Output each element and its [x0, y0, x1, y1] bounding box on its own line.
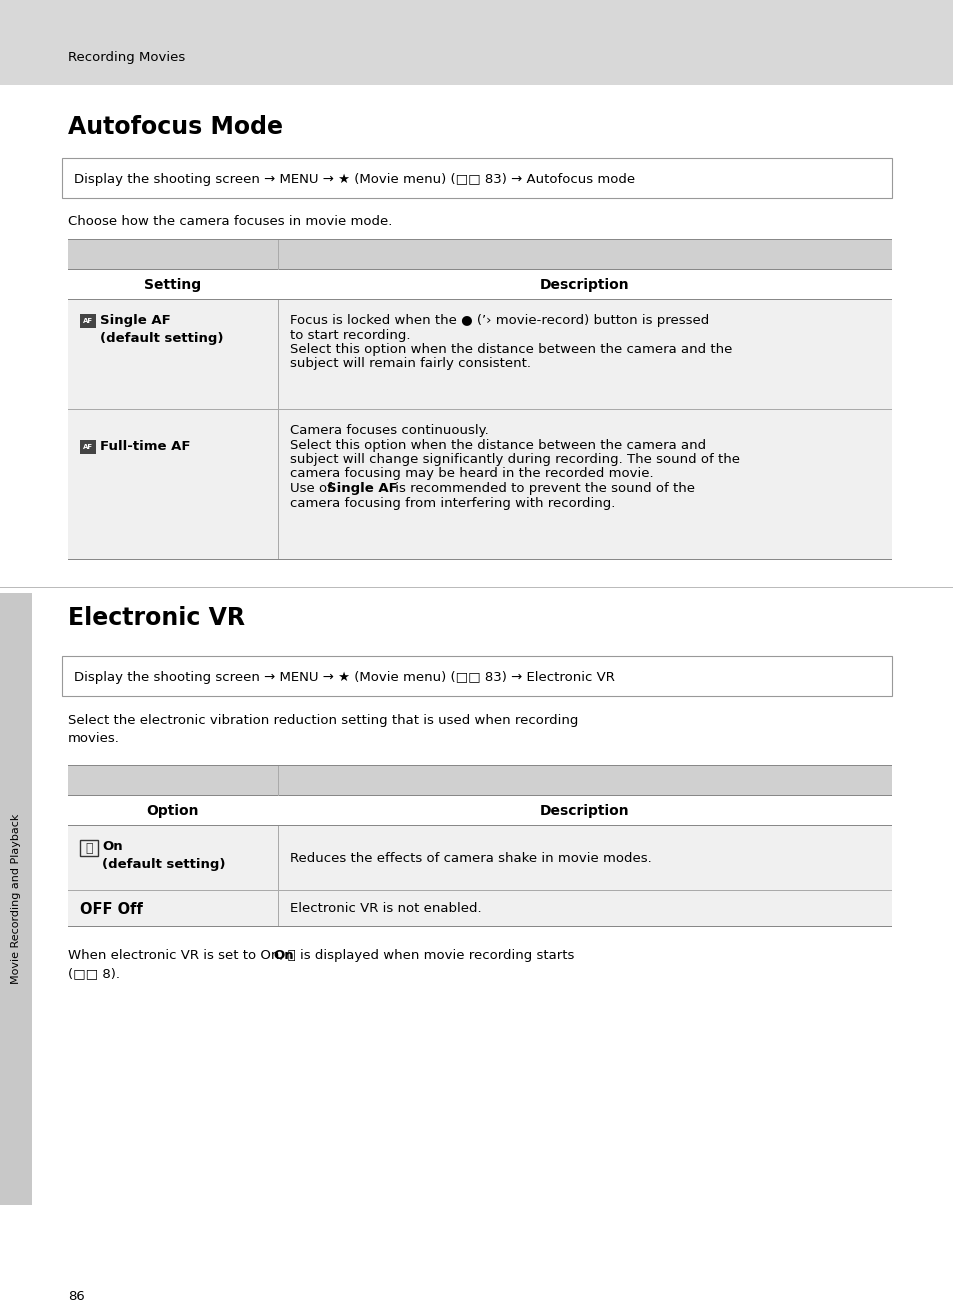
Text: Single AF
(default setting): Single AF (default setting)	[100, 314, 223, 346]
Bar	[277, 766, 279, 796]
Bar	[68, 795, 891, 796]
Text: Select the electronic vibration reduction setting that is used when recording
mo: Select the electronic vibration reductio…	[68, 714, 578, 745]
Text: Reduces the effects of camera shake in movie modes.: Reduces the effects of camera shake in m…	[290, 851, 651, 865]
Bar	[277, 240, 279, 269]
Text: Autofocus Mode: Autofocus Mode	[68, 116, 283, 139]
Bar	[80, 314, 96, 328]
Text: Select this option when the distance between the camera and the: Select this option when the distance bet…	[290, 343, 732, 356]
Bar	[80, 840, 98, 855]
Text: Display the shooting screen → MENU → ★ (Movie menu) (□□ 83) → Autofocus mode: Display the shooting screen → MENU → ★ (…	[74, 172, 635, 185]
Text: Focus is locked when the ● (’› movie-record) button is pressed: Focus is locked when the ● (’› movie-rec…	[290, 314, 708, 327]
Bar	[68, 240, 891, 269]
Text: AF: AF	[83, 318, 93, 325]
Text: Ⓢ: Ⓢ	[85, 841, 92, 854]
Text: Setting: Setting	[144, 279, 201, 292]
Bar	[68, 891, 891, 926]
Bar	[277, 827, 279, 891]
Text: Choose how the camera focuses in movie mode.: Choose how the camera focuses in movie m…	[68, 215, 392, 229]
Bar	[68, 558, 891, 560]
Bar	[277, 410, 279, 560]
Bar	[68, 925, 891, 926]
Text: Electronic VR is not enabled.: Electronic VR is not enabled.	[290, 903, 481, 916]
Text: Camera focuses continuously.: Camera focuses continuously.	[290, 424, 488, 438]
Bar	[62, 158, 891, 198]
Text: to start recording.: to start recording.	[290, 328, 410, 342]
Text: Description: Description	[539, 804, 629, 819]
Text: Movie Recording and Playback: Movie Recording and Playback	[11, 813, 21, 984]
Text: camera focusing may be heard in the recorded movie.: camera focusing may be heard in the reco…	[290, 468, 653, 481]
Text: Single AF: Single AF	[327, 482, 397, 495]
Text: When electronic VR is set to On, Ⓢ is displayed when movie recording starts
(□□ : When electronic VR is set to On, Ⓢ is di…	[68, 949, 574, 980]
Bar	[68, 824, 891, 827]
Text: On
(default setting): On (default setting)	[102, 840, 225, 871]
Bar	[68, 298, 891, 300]
Text: Display the shooting screen → MENU → ★ (Movie menu) (□□ 83) → Electronic VR: Display the shooting screen → MENU → ★ (…	[74, 670, 615, 683]
Text: Select this option when the distance between the camera and: Select this option when the distance bet…	[290, 439, 705, 452]
Text: Option: Option	[147, 804, 199, 819]
Text: On: On	[273, 949, 294, 962]
Bar	[68, 239, 891, 240]
Text: 86: 86	[68, 1290, 85, 1303]
Text: camera focusing from interfering with recording.: camera focusing from interfering with re…	[290, 497, 615, 510]
Bar	[68, 766, 891, 796]
Bar	[68, 300, 891, 410]
Bar	[80, 440, 96, 455]
Bar	[68, 268, 891, 269]
Bar	[0, 593, 32, 1205]
Bar	[68, 765, 891, 766]
Bar	[0, 0, 953, 85]
Text: subject will change significantly during recording. The sound of the: subject will change significantly during…	[290, 453, 740, 466]
Text: OFF Off: OFF Off	[80, 901, 143, 916]
Bar	[68, 827, 891, 891]
Text: Electronic VR: Electronic VR	[68, 606, 245, 629]
Bar	[68, 410, 891, 560]
Bar	[277, 891, 279, 926]
Text: subject will remain fairly consistent.: subject will remain fairly consistent.	[290, 357, 531, 371]
Text: is recommended to prevent the sound of the: is recommended to prevent the sound of t…	[391, 482, 695, 495]
Bar	[0, 586, 953, 587]
Text: Use of: Use of	[290, 482, 335, 495]
Text: Full-time AF: Full-time AF	[100, 440, 191, 453]
Text: Description: Description	[539, 279, 629, 292]
Text: Recording Movies: Recording Movies	[68, 51, 185, 64]
Text: AF: AF	[83, 444, 93, 449]
Bar	[68, 890, 891, 891]
Bar	[62, 656, 891, 696]
Bar	[277, 300, 279, 410]
Bar	[68, 409, 891, 410]
